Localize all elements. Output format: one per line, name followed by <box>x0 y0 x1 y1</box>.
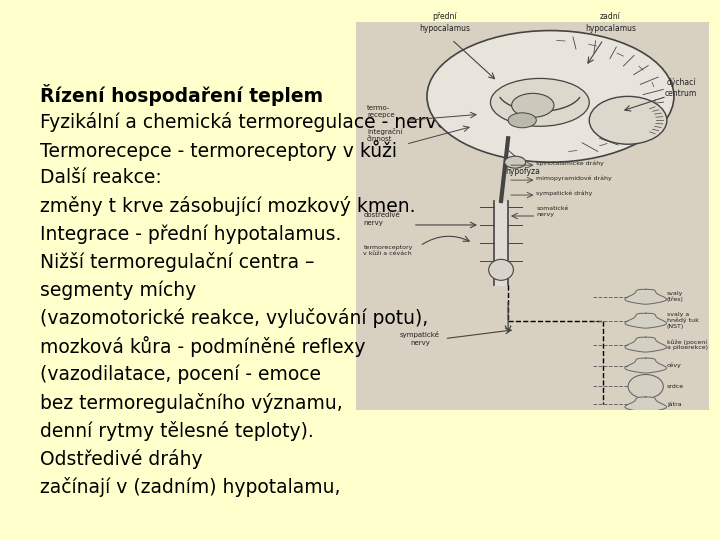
Text: Termorecepce - termoreceptory v kůži: Termorecepce - termoreceptory v kůži <box>40 140 397 161</box>
Text: Fyzikální a chemická termoregulace - nervov: Fyzikální a chemická termoregulace - ner… <box>40 112 459 132</box>
Text: přední
hypocalamus: přední hypocalamus <box>419 12 470 32</box>
Ellipse shape <box>589 96 667 144</box>
Text: spinotalamicke dráhy: spinotalamicke dráhy <box>536 161 604 166</box>
Text: svaly a
hnědý tuk
(NST): svaly a hnědý tuk (NST) <box>667 312 698 329</box>
Text: svaly
(třes): svaly (třes) <box>667 291 684 302</box>
Text: mozková kůra - podmíněné reflexy: mozková kůra - podmíněné reflexy <box>40 336 365 357</box>
Text: segmenty míchy: segmenty míchy <box>40 280 196 300</box>
Text: Řízení hospodaření teplem: Řízení hospodaření teplem <box>40 84 323 106</box>
Ellipse shape <box>508 113 536 128</box>
Text: somatické
nervy: somatické nervy <box>536 206 569 217</box>
Text: sympatické
nervy: sympatické nervy <box>400 331 440 346</box>
Polygon shape <box>625 358 667 373</box>
Text: (vazomotorické reakce, vylučování potu),: (vazomotorické reakce, vylučování potu), <box>40 308 428 328</box>
Text: Odstředivé dráhy: Odstředivé dráhy <box>40 449 202 469</box>
Text: srdce: srdce <box>667 384 684 389</box>
Text: bez termoregulačního významu,: bez termoregulačního významu, <box>40 393 342 413</box>
Text: změny t krve zásobující mozkový kmen.: změny t krve zásobující mozkový kmen. <box>40 196 415 216</box>
Text: Integrace - přední hypotalamus.: Integrace - přední hypotalamus. <box>40 224 341 244</box>
Text: cévy: cévy <box>667 363 682 368</box>
Polygon shape <box>625 397 667 412</box>
Polygon shape <box>625 337 667 352</box>
Text: denní rytmy tělesné teploty).: denní rytmy tělesné teploty). <box>40 421 313 441</box>
Text: hypofyza: hypofyza <box>505 167 540 176</box>
Ellipse shape <box>489 259 513 280</box>
Text: termoreceptory
v kůži a cévách: termoreceptory v kůži a cévách <box>364 245 413 256</box>
FancyBboxPatch shape <box>356 22 709 410</box>
Ellipse shape <box>505 156 526 168</box>
Text: Další reakce:: Další reakce: <box>40 168 161 187</box>
Text: zadní
hypocalamus: zadní hypocalamus <box>585 12 636 32</box>
Ellipse shape <box>490 78 589 126</box>
Text: dýchací
centrum: dýchací centrum <box>665 78 697 98</box>
Text: integrační
činnost: integrační činnost <box>367 128 402 142</box>
Text: sympatické dráhy: sympatické dráhy <box>536 191 593 196</box>
Polygon shape <box>625 313 667 328</box>
Text: termo-
recepce: termo- recepce <box>367 105 395 118</box>
Ellipse shape <box>512 93 554 117</box>
Text: začínají v (zadním) hypotalamu,: začínají v (zadním) hypotalamu, <box>40 477 340 497</box>
Ellipse shape <box>628 375 663 399</box>
Text: játra: játra <box>667 402 682 407</box>
Text: kůže (pocení
a piloerekce): kůže (pocení a piloerekce) <box>667 339 708 350</box>
Polygon shape <box>625 289 667 304</box>
Text: mimopyramidové dráhy: mimopyramidové dráhy <box>536 176 612 181</box>
Ellipse shape <box>427 31 674 162</box>
Text: (vazodilatace, pocení - emoce: (vazodilatace, pocení - emoce <box>40 364 320 384</box>
Text: Nižší termoregulační centra –: Nižší termoregulační centra – <box>40 252 314 272</box>
Text: dostředivé
nervy: dostředivé nervy <box>364 212 400 226</box>
